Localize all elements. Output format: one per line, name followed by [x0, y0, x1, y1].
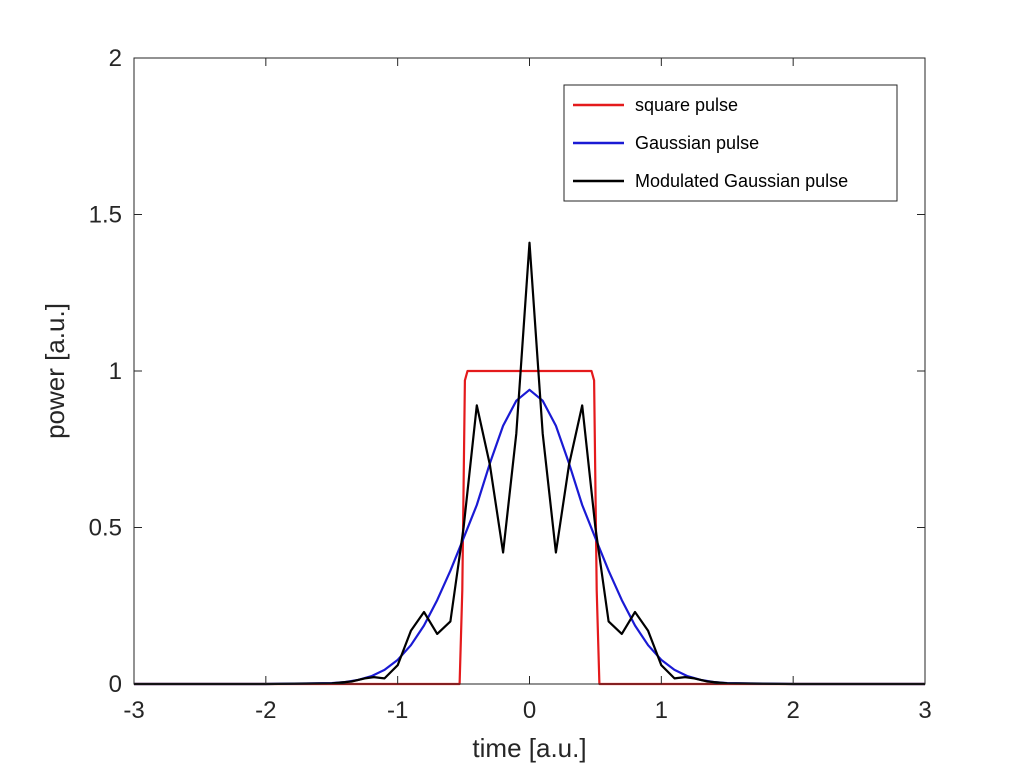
x-tick-label: 1	[655, 697, 668, 724]
legend-label-2: Modulated Gaussian pulse	[635, 171, 848, 191]
series-line-0	[134, 369, 925, 686]
series-line-2	[134, 241, 925, 686]
x-tick-label: 0	[523, 697, 536, 724]
curves	[134, 241, 925, 686]
y-tick-label: 1.5	[89, 202, 122, 229]
x-tick-label: 2	[786, 697, 799, 724]
x-axis-label: time [a.u.]	[472, 733, 586, 763]
y-axis-label: power [a.u.]	[40, 303, 70, 439]
y-axis: 0 0.5 1 1.5 2	[89, 45, 925, 698]
legend: square pulse Gaussian pulse Modulated Gaus…	[563, 84, 898, 202]
y-tick-label: 0.5	[89, 515, 122, 542]
legend-label-0: square pulse	[635, 95, 738, 115]
y-tick-label: 0	[109, 671, 122, 698]
series-line-1	[134, 388, 925, 686]
y-tick-label: 1	[109, 358, 122, 385]
x-tick-label: -1	[387, 697, 408, 724]
x-tick-label: 3	[918, 697, 931, 724]
x-axis: -3 -2 -1 0 1 2 3	[123, 58, 932, 724]
y-tick-label: 2	[109, 45, 122, 72]
x-tick-label: -2	[255, 697, 276, 724]
legend-label-1: Gaussian pulse	[635, 133, 759, 153]
x-tick-label: -3	[123, 697, 144, 724]
